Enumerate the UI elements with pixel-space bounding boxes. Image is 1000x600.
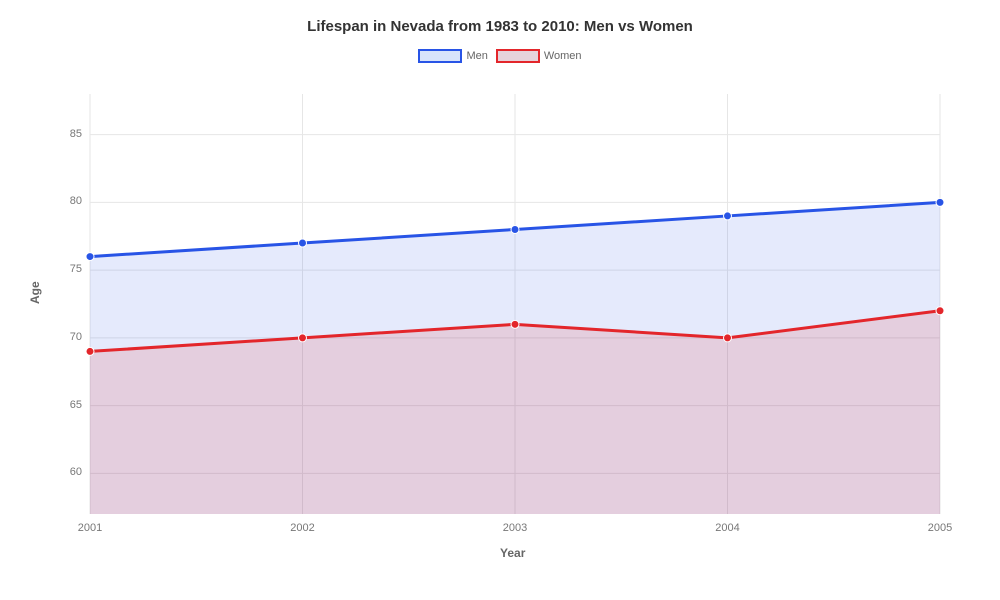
marker-men[interactable]	[724, 212, 732, 220]
y-tick-label: 80	[70, 195, 82, 207]
x-tick-label: 2001	[70, 522, 110, 534]
x-tick-label: 2004	[708, 522, 748, 534]
marker-men[interactable]	[936, 198, 944, 206]
legend: Men Women	[0, 49, 1000, 63]
chart-title: Lifespan in Nevada from 1983 to 2010: Me…	[0, 0, 1000, 35]
y-axis-label: Age	[28, 281, 42, 304]
chart-container: Lifespan in Nevada from 1983 to 2010: Me…	[0, 0, 1000, 600]
plot-svg	[90, 94, 940, 514]
legend-item-women[interactable]: Women	[496, 49, 582, 63]
legend-swatch-men	[418, 49, 462, 63]
x-axis-label: Year	[500, 546, 525, 560]
legend-swatch-women	[496, 49, 540, 63]
y-tick-label: 65	[70, 399, 82, 411]
legend-label-women: Women	[544, 50, 582, 62]
marker-women[interactable]	[299, 334, 307, 342]
legend-item-men[interactable]: Men	[418, 49, 487, 63]
marker-women[interactable]	[724, 334, 732, 342]
x-tick-label: 2003	[495, 522, 535, 534]
marker-women[interactable]	[936, 307, 944, 315]
marker-women[interactable]	[86, 347, 94, 355]
marker-women[interactable]	[511, 320, 519, 328]
x-tick-label: 2005	[920, 522, 960, 534]
y-tick-label: 85	[70, 128, 82, 140]
marker-men[interactable]	[511, 225, 519, 233]
marker-men[interactable]	[299, 239, 307, 247]
legend-label-men: Men	[466, 50, 487, 62]
y-tick-label: 70	[70, 331, 82, 343]
y-tick-label: 75	[70, 263, 82, 275]
y-tick-label: 60	[70, 466, 82, 478]
plot-area	[90, 94, 940, 514]
x-tick-label: 2002	[283, 522, 323, 534]
marker-men[interactable]	[86, 253, 94, 261]
